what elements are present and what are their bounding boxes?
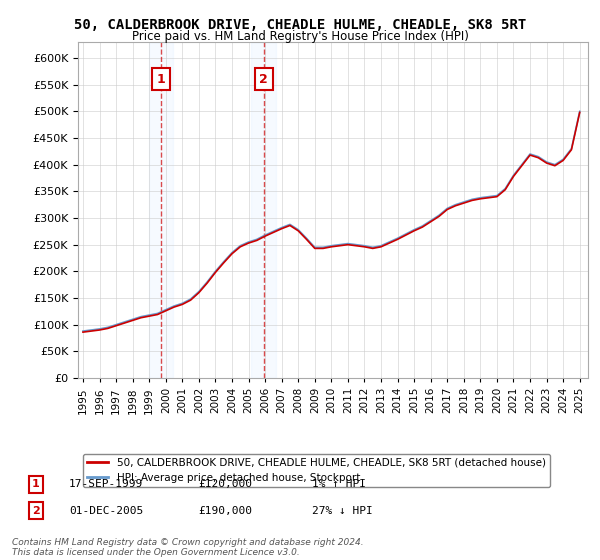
Text: 01-DEC-2005: 01-DEC-2005 [69,506,143,516]
Text: 1: 1 [157,73,166,86]
Text: £190,000: £190,000 [198,506,252,516]
Text: 1: 1 [32,479,40,489]
Text: 50, CALDERBROOK DRIVE, CHEADLE HULME, CHEADLE, SK8 5RT: 50, CALDERBROOK DRIVE, CHEADLE HULME, CH… [74,18,526,32]
Text: 1% ↑ HPI: 1% ↑ HPI [312,479,366,489]
Bar [251,42,276,378]
Text: 2: 2 [32,506,40,516]
Text: Contains HM Land Registry data © Crown copyright and database right 2024.
This d: Contains HM Land Registry data © Crown c… [12,538,364,557]
Text: 27% ↓ HPI: 27% ↓ HPI [312,506,373,516]
Text: Price paid vs. HM Land Registry's House Price Index (HPI): Price paid vs. HM Land Registry's House … [131,30,469,43]
Text: 17-SEP-1999: 17-SEP-1999 [69,479,143,489]
Text: £120,000: £120,000 [198,479,252,489]
Legend: 50, CALDERBROOK DRIVE, CHEADLE HULME, CHEADLE, SK8 5RT (detached house), HPI: Av: 50, CALDERBROOK DRIVE, CHEADLE HULME, CH… [83,454,550,487]
Text: 2: 2 [259,73,268,86]
Bar [149,42,173,378]
